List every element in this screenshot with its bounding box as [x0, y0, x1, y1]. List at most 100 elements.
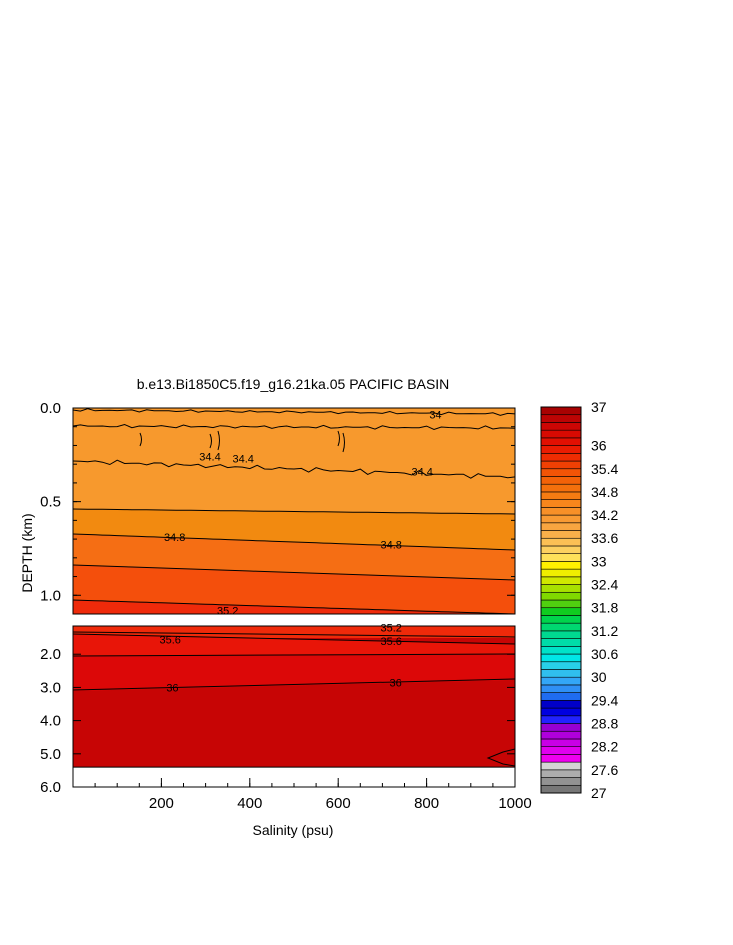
contour-line	[72, 631, 516, 638]
contour-label: 36	[390, 677, 402, 689]
lower-panel: 35.235.6 35.636 36 2.03.04.05.06.0 200 400 6…	[40, 623, 532, 812]
contour-label: 35.6	[160, 634, 181, 646]
contour-label: 34.8	[164, 532, 185, 544]
colorbar-label: 33.6	[591, 530, 618, 546]
y-tick-label: 0.0	[40, 400, 61, 417]
colorbar-swatch	[540, 599, 582, 609]
contour-line	[337, 430, 340, 447]
colorbar-swatch	[540, 576, 582, 585]
colorbar-swatch	[540, 537, 582, 547]
colorbar-swatch	[540, 777, 582, 786]
colorbar-swatch	[540, 738, 582, 747]
contour-line	[72, 599, 516, 615]
upper-panel: 34 34.4 34.4 34.4 34.8 34.8 35.2 0.0 0.5 1.0	[40, 400, 516, 617]
lower-contour-lines	[72, 631, 516, 768]
colorbar-label: 36	[591, 438, 607, 454]
colorbar-swatch	[540, 422, 582, 431]
colorbar-swatch	[540, 591, 582, 601]
colorbar-label: 33	[591, 553, 607, 569]
contour-label: 34.8	[381, 540, 402, 552]
colorbar-swatch	[540, 499, 582, 508]
colorbar-swatch	[540, 553, 582, 562]
contour-label: 34.4	[411, 467, 432, 479]
colorbar-swatch	[540, 491, 582, 500]
contour-line	[72, 508, 516, 515]
upper-panel-frame	[72, 407, 516, 615]
upper-color-bands	[73, 408, 515, 614]
contour-label: 35.6	[381, 636, 402, 648]
contour-line	[72, 408, 516, 416]
colorbar-label: 35.4	[591, 461, 618, 477]
colorbar-label: 28.2	[591, 739, 618, 755]
colorbar-label: 27.6	[591, 762, 618, 778]
contour-label: 34	[429, 410, 441, 422]
contour-line	[72, 633, 516, 645]
y-tick-label: 6.0	[40, 779, 61, 796]
colorbar-swatch	[540, 653, 582, 663]
colorbar-swatch	[540, 669, 582, 678]
contour-line	[72, 678, 516, 691]
colorbar-swatch	[540, 437, 582, 446]
colorbar-frame	[540, 406, 582, 794]
colorbar-swatch	[540, 561, 582, 570]
x-tick-label: 1000	[498, 795, 531, 812]
colorbar-swatch	[540, 453, 582, 462]
colorbar-swatch	[540, 622, 582, 632]
colorbar-label: 27	[591, 785, 607, 801]
contour-line	[486, 748, 516, 767]
contour-line	[342, 432, 345, 453]
x-tick-label: 200	[149, 795, 174, 812]
colorbar-swatch	[540, 730, 582, 740]
colorbar-swatch	[540, 715, 582, 724]
colorbar-label: 37	[591, 399, 607, 415]
colorbar	[540, 406, 582, 794]
x-tick-label: 600	[326, 795, 351, 812]
y-tick-label: 4.0	[40, 713, 61, 730]
colorbar-swatch	[540, 784, 582, 794]
colorbar-swatch	[540, 746, 582, 755]
colorbar-swatch	[540, 584, 582, 593]
colorbar-swatch	[540, 414, 582, 423]
colorbar-label: 28.8	[591, 716, 618, 732]
colorbar-label: 30	[591, 669, 607, 685]
colorbar-swatch	[540, 514, 582, 524]
colorbar-swatch	[540, 607, 582, 616]
band-fill	[73, 565, 515, 614]
y-tick-label: 0.5	[40, 494, 61, 511]
contour-label: 36	[166, 682, 178, 694]
colorbar-swatch	[540, 568, 582, 578]
y-axis-label: DEPTH (km)	[19, 513, 35, 592]
colorbar-swatch	[540, 445, 582, 454]
upper-contour-lines	[72, 408, 516, 615]
contour-line	[72, 564, 516, 581]
colorbar-swatch	[540, 707, 582, 717]
colorbar-swatch	[540, 460, 582, 470]
colorbar-label: 30.6	[591, 646, 618, 662]
contour-label: 35.2	[217, 605, 238, 617]
colorbar-label: 31.8	[591, 600, 618, 616]
colorbar-swatch	[540, 646, 582, 655]
upper-y-ticks: 0.0 0.5 1.0	[40, 400, 515, 615]
colorbar-swatch	[540, 754, 582, 763]
contour-label: 34.4	[199, 452, 220, 464]
colorbar-swatch	[540, 723, 582, 732]
colorbar-swatch	[540, 483, 582, 493]
colorbar-swatch	[540, 429, 582, 439]
contour-line	[209, 433, 212, 449]
colorbar-label: 34.8	[591, 484, 618, 500]
lower-color-bands	[73, 626, 515, 768]
colorbar-swatch	[540, 661, 582, 670]
lower-y-ticks: 2.0 3.0 4.0 5.0 6.0	[40, 646, 515, 796]
colorbar-labels: 37 36 35.4 34.8 34.2 33.6 33 32.4 31.8 31.2 30.6 30…	[591, 399, 618, 801]
colorbar-swatch	[540, 507, 582, 516]
colorbar-swatch	[540, 468, 582, 477]
y-tick-label: 3.0	[40, 679, 61, 696]
y-tick-label: 1.0	[40, 587, 61, 604]
colorbar-swatch	[540, 530, 582, 539]
colorbar-label: 32.4	[591, 577, 618, 593]
colorbar-swatch	[540, 630, 582, 639]
colorbar-swatch	[540, 761, 582, 771]
contour-line	[72, 653, 516, 657]
y-tick-label: 5.0	[40, 746, 61, 763]
colorbar-swatch	[540, 406, 582, 416]
